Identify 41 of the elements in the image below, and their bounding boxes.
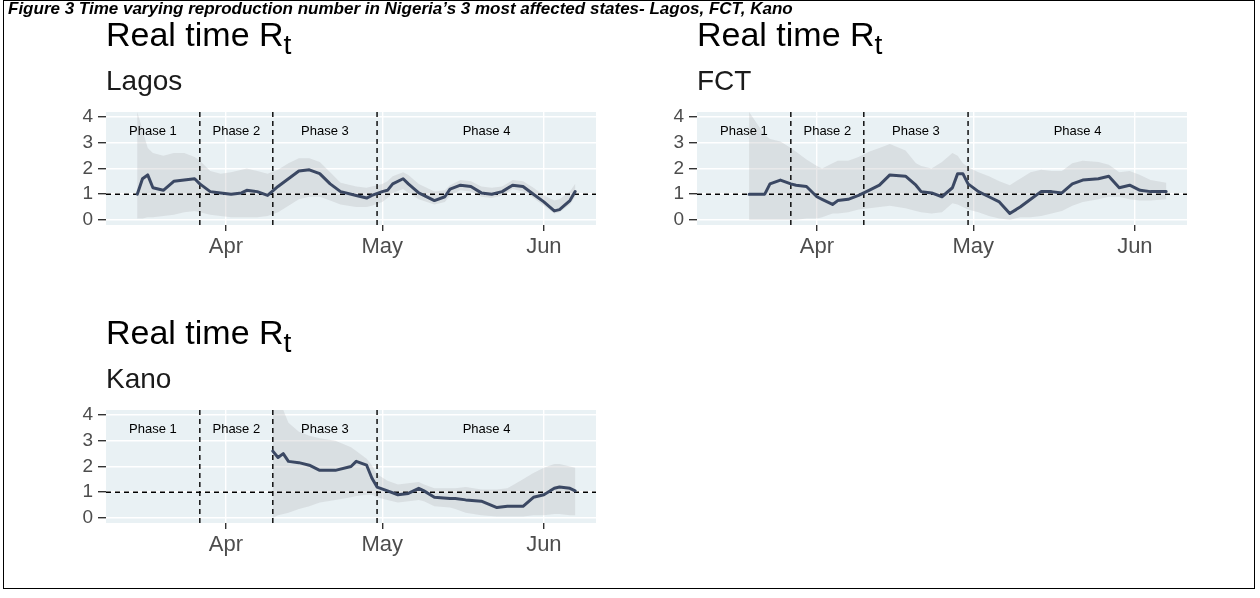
annotation: Phase 3 (301, 122, 349, 138)
x-tick-label: Apr (799, 233, 835, 259)
y-tick-label: 2 (673, 156, 684, 178)
x-tick-label: Apr (208, 233, 244, 259)
y-tick-label: 3 (82, 429, 93, 451)
annotation: Phase 1 (720, 122, 768, 138)
x-tick-label: May (952, 233, 995, 259)
y-tick-label: 0 (82, 208, 93, 230)
chart-title: Real time R$_{t}$ (106, 313, 292, 359)
y-tick-label: 4 (82, 403, 94, 425)
x-tick-label: May (361, 233, 404, 259)
y-tick-label: 3 (82, 131, 93, 153)
y-tick-label: 1 (673, 182, 684, 204)
y-tick-label: 4 (82, 105, 94, 127)
chart-subtitle: Lagos (106, 65, 183, 96)
y-tick-label: 0 (82, 506, 93, 528)
caption: Figure 3 Time varying reproduction number in Nigeria’s 3 most affected states- Lagos, FCT, Kano (8, 0, 793, 18)
annotation: Phase 2 (212, 420, 261, 436)
annotation: Phase 2 (212, 122, 261, 138)
y-tick-label: 4 (673, 105, 685, 127)
annotation: Phase 4 (462, 420, 511, 436)
x-tick-label: May (361, 531, 404, 557)
annotation: Phase 2 (803, 122, 852, 138)
annotation: Phase 1 (129, 122, 177, 138)
annotation: Phase 3 (892, 122, 940, 138)
x-tick-label: Jun (526, 233, 562, 259)
annotation: Phase 4 (1053, 122, 1102, 138)
chart-subtitle: FCT (697, 65, 752, 96)
y-tick-label: 3 (673, 131, 684, 153)
y-tick-label: 1 (82, 182, 93, 204)
x-tick-label: Jun (1117, 233, 1153, 259)
annotation: Phase 3 (301, 420, 349, 436)
annotation: Phase 1 (129, 420, 177, 436)
y-tick-label: 1 (82, 480, 93, 502)
chart-subtitle: Kano (106, 363, 172, 394)
y-tick-label: 2 (82, 156, 93, 178)
x-tick-label: Jun (526, 531, 562, 557)
annotation: Phase 4 (462, 122, 511, 138)
x-tick-label: Apr (208, 531, 244, 557)
y-tick-label: 0 (673, 208, 684, 230)
y-tick-label: 2 (82, 454, 93, 476)
